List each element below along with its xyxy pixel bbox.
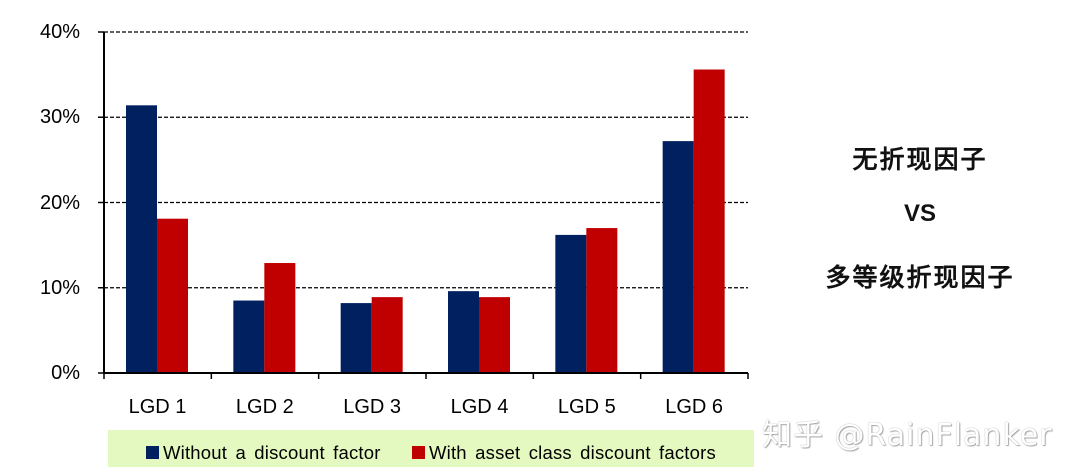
legend-label: With asset class discount factors [429,442,716,463]
y-tick-label: 40% [39,21,80,43]
bar [264,263,296,373]
bar [157,218,188,373]
side-annotation-vs: VS [903,200,936,227]
x-tick-label: LGD 5 [557,396,616,418]
bar [448,291,479,373]
x-tick-label: LGD 1 [128,396,187,418]
x-tick-label: LGD 4 [450,396,509,418]
bar [126,105,157,373]
bar [233,300,265,373]
bar [340,303,372,373]
watermark: 知乎 @RainFlanker [762,418,1053,453]
x-tick-label: LGD 2 [235,396,294,418]
bar [371,297,403,373]
bar [693,69,725,373]
legend-swatch-red-icon [412,446,425,459]
bar [586,228,618,373]
legend-swatch-navy-icon [146,446,159,459]
legend-item-with-discount: With asset class discount factors [412,442,716,464]
bar [479,297,510,373]
y-tick-label: 0% [51,362,80,384]
y-tick-label: 10% [39,276,80,299]
legend: Without a discount factor With asset cla… [108,430,754,467]
side-annotation-line3: 多等级折现因子 [825,263,1015,292]
x-tick-label: LGD 3 [343,396,402,418]
side-annotation-line1: 无折现因子 [852,145,988,174]
bar [662,141,694,373]
legend-item-without-discount: Without a discount factor [146,442,381,464]
legend-label: Without a discount factor [163,442,381,463]
bar [555,234,587,373]
y-tick-label: 20% [39,191,80,214]
x-tick-label: LGD 6 [665,396,724,418]
y-tick-label: 30% [39,106,80,129]
